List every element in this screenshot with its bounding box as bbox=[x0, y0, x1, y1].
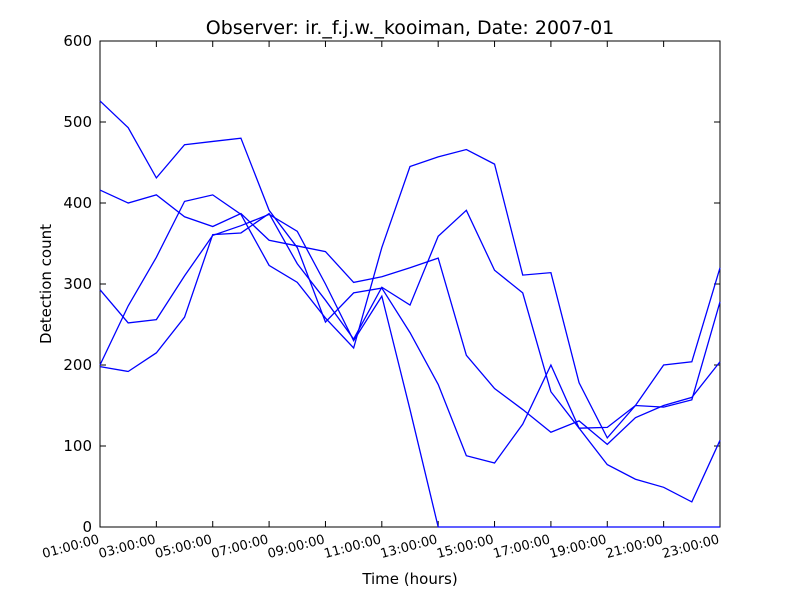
x-tick-label: 07:00:00 bbox=[210, 532, 270, 562]
line-series bbox=[99, 148, 721, 440]
x-tick-label: 13:00:00 bbox=[379, 532, 439, 562]
line-series bbox=[99, 209, 721, 429]
y-tick-label: 100 bbox=[63, 437, 92, 455]
chart-title: Observer: ir._f.j.w._kooiman, Date: 2007… bbox=[206, 17, 615, 39]
y-tick-label: 600 bbox=[63, 32, 92, 50]
x-tick-label: 21:00:00 bbox=[604, 532, 664, 562]
y-tick-label: 400 bbox=[63, 194, 92, 212]
x-tick-label: 19:00:00 bbox=[548, 532, 608, 562]
y-tick-label: 0 bbox=[82, 518, 92, 536]
line-series bbox=[99, 213, 720, 528]
y-tick-label: 500 bbox=[63, 113, 92, 131]
x-tick-label: 03:00:00 bbox=[97, 532, 157, 562]
line-series bbox=[99, 100, 721, 503]
x-tick-label: 17:00:00 bbox=[492, 532, 552, 562]
x-tick-label: 15:00:00 bbox=[435, 532, 495, 562]
x-tick-label: 01:00:00 bbox=[41, 532, 101, 562]
y-axis-label: Detection count bbox=[37, 224, 55, 344]
x-tick-label: 09:00:00 bbox=[266, 532, 326, 562]
y-tick-label: 200 bbox=[63, 356, 92, 374]
x-tick-label: 23:00:00 bbox=[661, 532, 721, 562]
x-tick-label: 05:00:00 bbox=[153, 532, 213, 562]
plot-frame bbox=[99, 40, 721, 528]
line-series bbox=[99, 189, 721, 446]
x-axis-label: Time (hours) bbox=[361, 570, 457, 588]
y-tick-label: 300 bbox=[63, 275, 92, 293]
x-tick-label: 11:00:00 bbox=[323, 532, 383, 562]
